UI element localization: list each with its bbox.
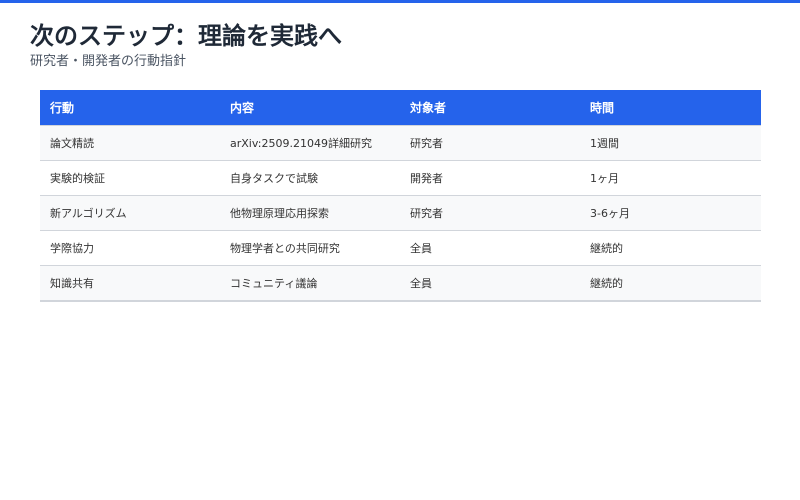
cell-action: 新アルゴリズム bbox=[40, 195, 220, 231]
action-table: 行動 内容 対象者 時間 論文精読 arXiv:2509.21049詳細研究 研究者… bbox=[40, 90, 761, 302]
table-row: 実験的検証 自身タスクで試験 開発者 1ヶ月 bbox=[40, 160, 761, 196]
table-row: 学際協力 物理学者との共同研究 全員 継続的 bbox=[40, 230, 761, 266]
cell-time: 3-6ヶ月 bbox=[580, 195, 761, 231]
page-subtitle: 研究者・開発者の行動指針 bbox=[30, 54, 187, 69]
cell-action: 論文精読 bbox=[40, 125, 220, 161]
cell-content: 自身タスクで試験 bbox=[220, 160, 400, 196]
cell-audience: 全員 bbox=[400, 265, 580, 301]
cell-audience: 開発者 bbox=[400, 160, 580, 196]
cell-audience: 全員 bbox=[400, 230, 580, 266]
table-header-row: 行動 内容 対象者 時間 bbox=[40, 90, 761, 126]
cell-time: 1ヶ月 bbox=[580, 160, 761, 196]
table-row: 論文精読 arXiv:2509.21049詳細研究 研究者 1週間 bbox=[40, 125, 761, 161]
column-header-time: 時間 bbox=[580, 90, 761, 126]
cell-content: 物理学者との共同研究 bbox=[220, 230, 400, 266]
cell-audience: 研究者 bbox=[400, 195, 580, 231]
cell-content: 他物理原理応用探索 bbox=[220, 195, 400, 231]
cell-content: コミュニティ議論 bbox=[220, 265, 400, 301]
top-accent-bar bbox=[0, 0, 800, 3]
cell-action: 知識共有 bbox=[40, 265, 220, 301]
cell-action: 実験的検証 bbox=[40, 160, 220, 196]
cell-time: 継続的 bbox=[580, 265, 761, 301]
column-header-content: 内容 bbox=[220, 90, 400, 126]
cell-time: 1週間 bbox=[580, 125, 761, 161]
cell-action: 学際協力 bbox=[40, 230, 220, 266]
cell-audience: 研究者 bbox=[400, 125, 580, 161]
column-header-action: 行動 bbox=[40, 90, 220, 126]
table-row: 知識共有 コミュニティ議論 全員 継続的 bbox=[40, 265, 761, 301]
cell-time: 継続的 bbox=[580, 230, 761, 266]
column-header-audience: 対象者 bbox=[400, 90, 580, 126]
page-title: 次のステップ：理論を実践へ bbox=[30, 22, 342, 50]
table-row: 新アルゴリズム 他物理原理応用探索 研究者 3-6ヶ月 bbox=[40, 195, 761, 231]
cell-content: arXiv:2509.21049詳細研究 bbox=[220, 125, 400, 161]
